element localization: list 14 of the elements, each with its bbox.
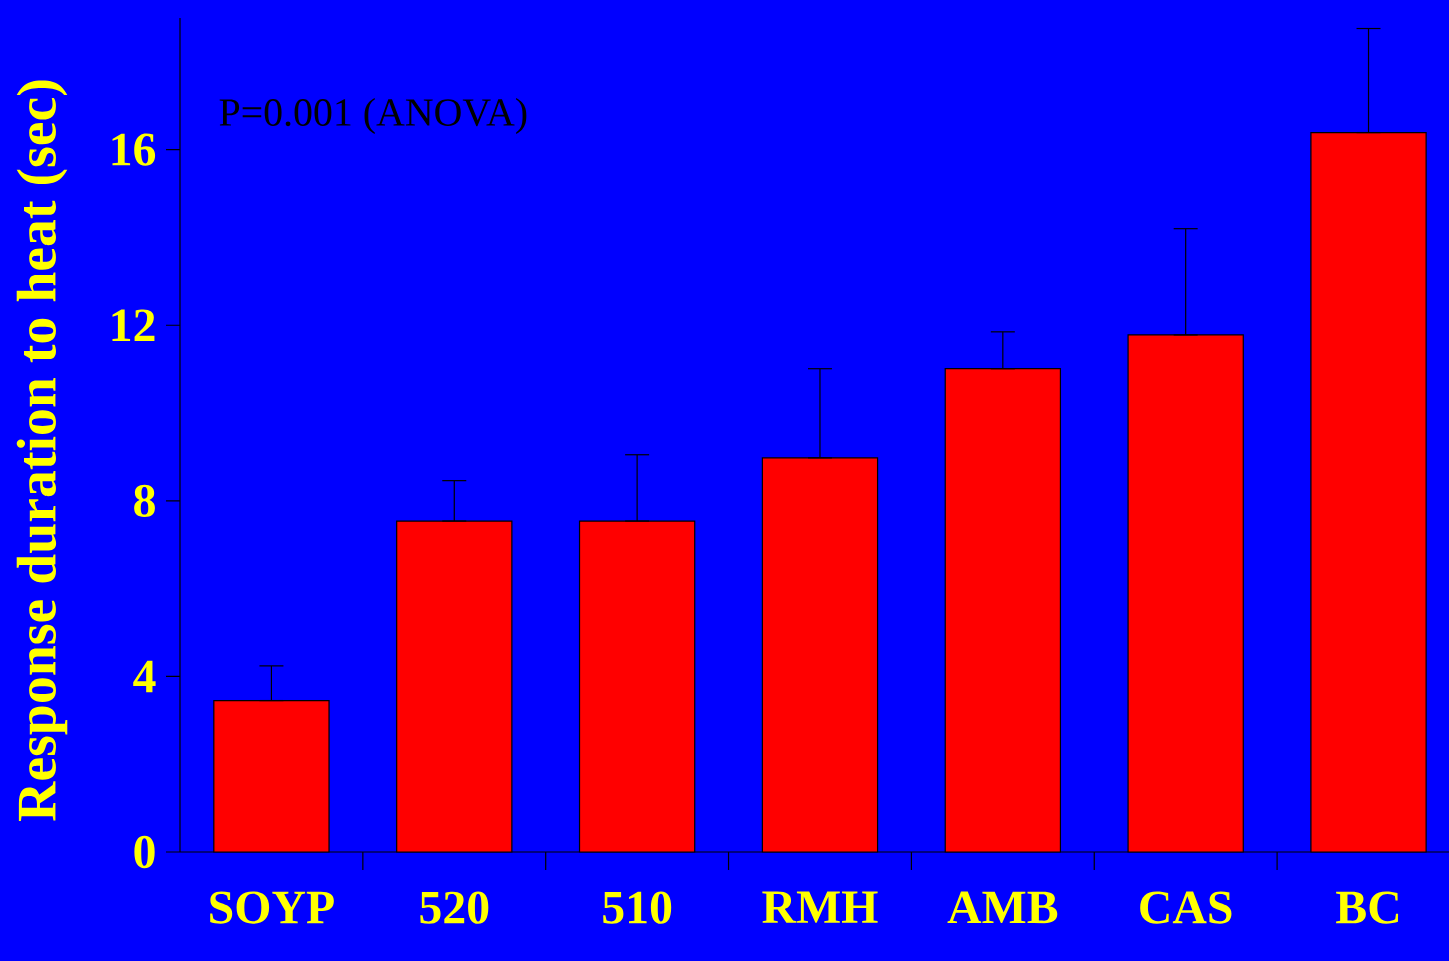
x-tick-label: AMB [947, 891, 1058, 924]
x-tick-label: RMH [762, 891, 878, 923]
x-tick-label: BC [1336, 891, 1399, 924]
y-axis-title: Response duration to heat (sec) [16, 80, 68, 821]
x-tick-label: 520 [420, 891, 489, 924]
x-tick-label: CAS [1140, 891, 1232, 924]
y-tick-label: 12 [112, 309, 155, 342]
y-tick-label: 8 [134, 484, 155, 517]
x-tick-label: 510 [603, 891, 672, 924]
x-tick-label: SOYP [210, 891, 334, 924]
annotation: P=0.001 (ANOVA) [219, 97, 527, 135]
y-tick-label: 4 [133, 660, 156, 693]
y-tick-label: 16 [112, 133, 156, 166]
y-tick-label: 0 [134, 835, 155, 869]
